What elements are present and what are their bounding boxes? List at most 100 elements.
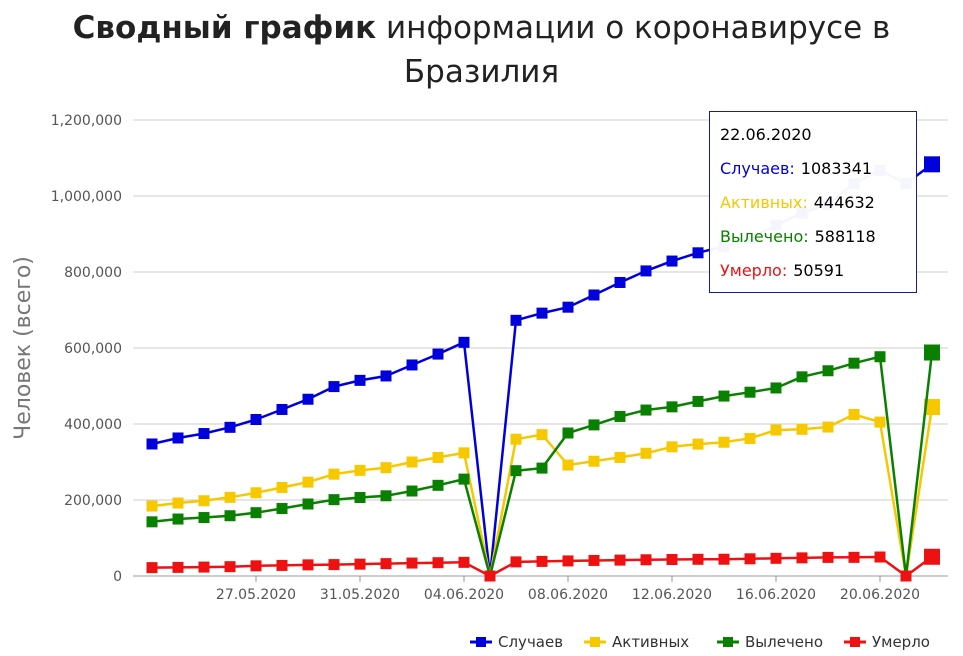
data-point <box>328 494 340 506</box>
data-point <box>874 416 886 428</box>
data-point <box>822 421 834 433</box>
data-point <box>380 558 392 570</box>
data-point <box>614 451 626 463</box>
data-point <box>718 390 730 402</box>
legend: Случаев Активных Вылечено Умерло <box>470 633 930 651</box>
y-tick-label: 200,000 <box>64 493 122 509</box>
data-point <box>354 464 366 476</box>
data-point <box>198 428 210 440</box>
data-point <box>302 559 314 571</box>
data-point <box>640 554 652 566</box>
data-point <box>432 451 444 463</box>
data-point <box>406 557 418 569</box>
data-tooltip: 22.06.2020 Случаев: 1083341 Активных: 4446… <box>709 111 917 293</box>
data-point <box>328 559 340 571</box>
data-point <box>198 495 210 507</box>
tooltip-label: Случаев: <box>720 159 795 178</box>
data-point <box>510 465 522 477</box>
data-point <box>796 423 808 435</box>
data-point <box>536 429 548 441</box>
data-point <box>692 553 704 565</box>
data-point <box>172 513 184 525</box>
data-point <box>250 414 262 426</box>
data-point <box>692 247 704 259</box>
legend-label: Умерло <box>872 633 930 651</box>
data-point <box>718 553 730 565</box>
data-point <box>276 403 288 415</box>
data-point <box>406 456 418 468</box>
data-point <box>744 386 756 398</box>
data-point <box>666 554 678 566</box>
data-point <box>458 473 470 485</box>
data-point <box>562 555 574 567</box>
y-tick-label: 600,000 <box>64 341 122 357</box>
data-point <box>666 441 678 453</box>
data-point <box>640 265 652 277</box>
data-point <box>848 357 860 369</box>
chart-title-rest: информации о коронавирусе в Бразилия <box>386 10 891 90</box>
data-point <box>536 555 548 567</box>
data-point <box>354 492 366 504</box>
x-tick-label: 16.06.2020 <box>736 587 816 603</box>
data-point <box>924 399 940 416</box>
data-point <box>770 382 782 394</box>
data-point <box>224 421 236 433</box>
data-point <box>924 156 940 173</box>
x-tick-label: 08.06.2020 <box>528 587 608 603</box>
tooltip-value: 1083341 <box>800 159 873 178</box>
data-point <box>562 459 574 471</box>
data-point <box>822 551 834 563</box>
data-point <box>328 381 340 393</box>
data-point <box>276 559 288 571</box>
data-point <box>640 447 652 459</box>
data-point <box>536 462 548 474</box>
y-tick-label: 0 <box>113 569 122 585</box>
data-point <box>562 301 574 313</box>
data-point <box>224 510 236 522</box>
chart-title: Сводный график информации о коронавирусе… <box>0 6 963 94</box>
data-point <box>354 558 366 570</box>
data-point <box>510 433 522 445</box>
data-point <box>770 552 782 564</box>
data-point <box>614 410 626 422</box>
data-point <box>380 490 392 502</box>
data-point <box>484 570 496 582</box>
data-point <box>744 432 756 444</box>
legend-swatch-marker <box>850 637 860 647</box>
tooltip-row-deaths: Умерло: 50591 <box>720 260 916 294</box>
data-point <box>718 436 730 448</box>
legend-swatch-marker <box>590 637 600 647</box>
chart-title-bold: Сводный график <box>72 10 377 46</box>
data-point <box>588 419 600 431</box>
x-tick-label: 20.06.2020 <box>840 587 920 603</box>
data-point <box>302 498 314 510</box>
data-point <box>146 438 158 450</box>
data-point <box>588 554 600 566</box>
data-point <box>796 552 808 564</box>
data-point <box>224 561 236 573</box>
data-point <box>458 336 470 348</box>
tooltip-value: 50591 <box>793 261 845 280</box>
data-point <box>666 401 678 413</box>
data-point <box>146 516 158 528</box>
data-point <box>458 447 470 459</box>
data-point <box>458 556 470 568</box>
data-point <box>172 432 184 444</box>
tooltip-row-recovered: Вылечено: 588118 <box>720 226 916 260</box>
grid-lines <box>133 119 948 577</box>
legend-swatch-marker <box>476 637 486 647</box>
data-point <box>224 491 236 503</box>
data-point <box>796 371 808 383</box>
data-point <box>588 455 600 467</box>
data-point <box>924 548 940 565</box>
data-point <box>822 365 834 377</box>
y-tick-label: 800,000 <box>64 265 122 281</box>
data-point <box>172 497 184 509</box>
data-point <box>770 424 782 436</box>
data-point <box>380 370 392 382</box>
data-point <box>302 393 314 405</box>
tooltip-date: 22.06.2020 <box>720 125 812 144</box>
x-tick-label: 31.05.2020 <box>320 587 400 603</box>
data-point <box>198 561 210 573</box>
